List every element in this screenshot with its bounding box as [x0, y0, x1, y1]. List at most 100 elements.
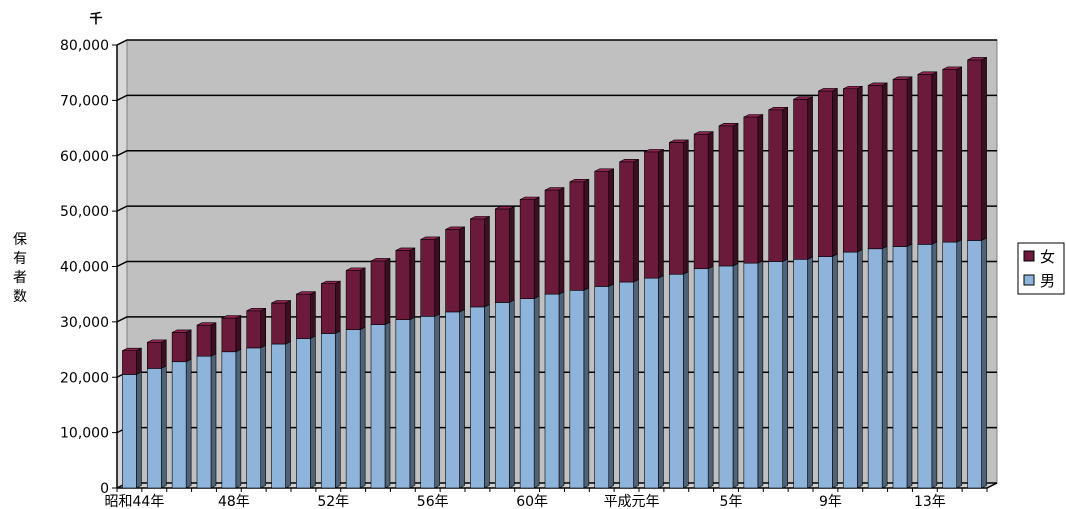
- bar-男-61: [544, 291, 565, 489]
- bar-男-15: [967, 237, 987, 489]
- bar-男-57: [445, 308, 465, 489]
- bar-男-60年: [519, 295, 540, 489]
- bar-女-13年: [917, 71, 938, 245]
- bar-女-51: [296, 291, 316, 339]
- bar-女-平成元年: [619, 158, 639, 283]
- bar-女-5年: [718, 122, 739, 267]
- bar-女-47: [196, 322, 217, 357]
- bar-男-47: [196, 353, 217, 489]
- bar-女-63: [594, 168, 615, 287]
- x-tick-label: 13年: [914, 494, 946, 509]
- x-tick-label: 9年: [819, 494, 842, 509]
- bar-女-56年: [420, 236, 441, 317]
- bar-女-3: [668, 139, 689, 275]
- bar-男-昭和44年: [122, 371, 142, 489]
- bar-女-9年: [818, 87, 838, 258]
- bar-女-50: [271, 300, 291, 345]
- x-axis: 昭和44年 48年 52年 56年 60年 平成元年 5年 9年 13年: [105, 488, 988, 509]
- bar-女-8: [793, 96, 813, 260]
- bar-男-5年: [718, 262, 739, 489]
- bar-女-60年: [519, 196, 540, 300]
- bar-女-昭和44年: [122, 347, 142, 375]
- y-tick-label: 50,000: [60, 204, 109, 220]
- bar-男-12: [892, 243, 913, 489]
- bar-女-11: [867, 82, 888, 250]
- bar-男-11: [867, 245, 888, 489]
- bar-女-48年: [221, 315, 242, 353]
- y-axis-label-char: 有: [13, 251, 27, 267]
- x-tick-label: 60年: [516, 494, 548, 509]
- y-tick-label: 10,000: [60, 426, 109, 442]
- bar-女-10: [842, 85, 863, 253]
- bar-男-56年: [420, 313, 441, 489]
- bar-男-53: [345, 326, 366, 489]
- bar-男-46: [171, 358, 192, 489]
- bar-女-2: [644, 148, 664, 279]
- x-axis-end: [986, 482, 998, 489]
- legend-swatch: [1023, 250, 1035, 262]
- bar-男-4: [693, 265, 714, 489]
- bar-男-58: [470, 303, 490, 489]
- bar-男-49: [246, 344, 267, 489]
- bar-男-6: [743, 260, 764, 489]
- unit-label: 千: [89, 11, 102, 27]
- bar-男-50: [271, 341, 291, 489]
- bar-男-平成元年: [619, 279, 639, 489]
- bar-女-6: [743, 114, 764, 264]
- bar-女-49: [246, 307, 267, 349]
- bar-男-51: [296, 335, 316, 489]
- bar-男-3: [668, 271, 689, 489]
- bar-男-55: [395, 316, 416, 489]
- legend-label: 男: [1040, 272, 1055, 290]
- bars: [122, 56, 987, 489]
- y-tick-label: 20,000: [60, 370, 109, 386]
- bar-男-59: [494, 299, 515, 489]
- x-tick-label: 56年: [417, 494, 449, 509]
- legend: 女男: [1017, 242, 1065, 295]
- y-tick-label: 0: [100, 481, 109, 497]
- bar-男-48年: [221, 348, 242, 489]
- bar-男-45: [146, 365, 167, 489]
- gridline: [116, 39, 997, 46]
- bar-女-57: [445, 226, 465, 313]
- y-tick-label: 70,000: [60, 93, 109, 109]
- bar-女-55: [395, 247, 416, 321]
- bar-男-2: [644, 275, 664, 489]
- legend-swatch: [1023, 274, 1035, 286]
- x-tick-label: 48年: [218, 494, 250, 509]
- bar-男-63: [594, 283, 615, 489]
- bar-女-54: [370, 257, 391, 326]
- bar-男-8: [793, 256, 813, 489]
- bar-女-58: [470, 215, 490, 308]
- bar-女-45: [146, 339, 167, 369]
- bar-男-7: [768, 258, 789, 489]
- x-tick-label: 昭和44年: [105, 494, 165, 509]
- bar-女-59: [494, 205, 515, 303]
- bar-男-62: [569, 287, 590, 489]
- bar-男-14: [942, 239, 963, 489]
- bar-女-52年: [320, 280, 341, 334]
- y-tick-label: 60,000: [60, 149, 109, 165]
- bar-女-15: [967, 56, 987, 241]
- bar-男-9年: [818, 253, 838, 489]
- y-tick-label: 80,000: [60, 38, 109, 54]
- bar-男-13年: [917, 241, 938, 489]
- y-axis-label-char: 数: [13, 289, 27, 305]
- bar-女-4: [693, 131, 714, 270]
- bar-女-12: [892, 76, 913, 248]
- x-tick-label: 52年: [317, 494, 349, 509]
- x-tick-label: 平成元年: [604, 494, 660, 509]
- bar-男-10: [842, 249, 863, 489]
- bar-女-61: [544, 187, 565, 295]
- y-axis-label-char: 者: [13, 270, 27, 286]
- gridline: [116, 94, 997, 102]
- bar-男-54: [370, 321, 391, 489]
- bar-女-14: [942, 66, 963, 243]
- y-axis-label-char: 保: [13, 232, 27, 248]
- legend-label: 女: [1040, 248, 1055, 266]
- bar-男-52年: [320, 330, 341, 489]
- y-tick-label: 40,000: [60, 260, 109, 276]
- bar-女-53: [345, 267, 366, 331]
